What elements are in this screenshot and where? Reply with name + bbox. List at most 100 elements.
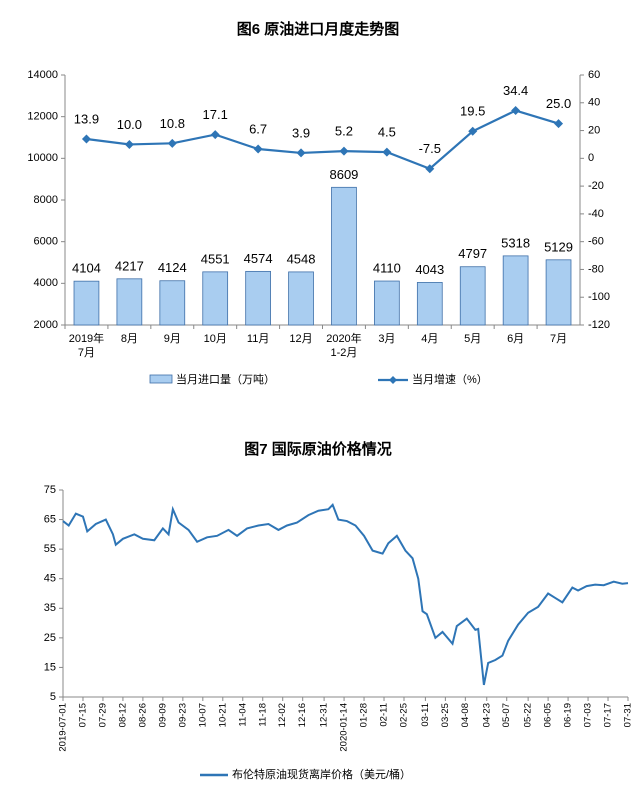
x-tick-label: 7月	[550, 333, 567, 345]
x-tick-label: 09-23	[177, 703, 188, 727]
line-value-label: 17.1	[203, 107, 228, 122]
y2-tick-label: -40	[588, 208, 604, 220]
y2-tick-label: -80	[588, 263, 604, 275]
line-marker	[167, 138, 177, 148]
chart-title: 图6 原油进口月度走势图	[237, 20, 400, 38]
x-tick-label: 12-31	[319, 703, 330, 727]
line-value-label: 10.8	[160, 116, 185, 131]
y2-tick-label: -60	[588, 236, 604, 248]
line-value-label: 13.9	[74, 111, 99, 126]
line-marker	[81, 134, 91, 144]
line-value-label: 10.0	[117, 117, 142, 132]
x-tick-label: 10-07	[197, 703, 208, 727]
line-value-label: 19.5	[460, 104, 485, 119]
line	[86, 109, 559, 171]
x-tick-label: 2020年	[326, 331, 361, 345]
x-tick-label: 1-2月	[331, 347, 358, 359]
x-tick-label: 04-08	[460, 703, 471, 727]
x-tick-label: 07-29	[97, 703, 108, 727]
bar	[545, 259, 572, 326]
line-marker	[425, 164, 435, 174]
x-tick-label: 4月	[421, 333, 438, 345]
x-tick-label: 05-22	[523, 703, 534, 727]
y-tick-label: 5	[50, 691, 56, 703]
x-tick-label: 6月	[507, 333, 524, 345]
line-value-label: 6.7	[249, 121, 267, 136]
x-tick-label: 8月	[121, 333, 138, 345]
x-tick-label: 12月	[289, 333, 312, 345]
line-marker	[382, 147, 392, 157]
x-tick-label: 11-04	[237, 703, 248, 727]
y-tick-label: 25	[44, 632, 56, 644]
chart-title: 图7 国际原油价格情况	[244, 440, 392, 458]
y-tick-label: 4000	[34, 277, 58, 289]
bar-value-label: 4124	[158, 260, 187, 275]
line-value-label: 34.4	[503, 83, 528, 98]
x-tick-label: 03-25	[440, 703, 451, 727]
bar-value-label: 4104	[72, 261, 101, 276]
bar	[459, 266, 486, 326]
y-tick-label: 8000	[34, 194, 58, 206]
line-marker	[468, 126, 478, 136]
x-tick-label: 10月	[204, 333, 227, 345]
y-tick-label: 6000	[34, 236, 58, 248]
x-tick-label: 2019-07-01	[58, 703, 69, 752]
line-marker	[124, 139, 134, 149]
x-tick-label: 03-11	[420, 703, 431, 727]
y-tick-label: 65	[44, 513, 56, 525]
x-tick-label: 12-02	[277, 703, 288, 727]
bar-value-label: 4043	[415, 262, 444, 277]
y2-tick-label: 20	[588, 124, 600, 136]
bar	[288, 271, 314, 326]
y2-tick-label: -120	[588, 319, 610, 331]
line-value-label: 4.5	[378, 125, 396, 140]
line-marker	[253, 144, 263, 154]
y2-tick-label: -20	[588, 180, 604, 192]
x-tick-label: 08-12	[117, 703, 128, 727]
bar-value-label: 5129	[544, 239, 573, 254]
legend-swatch	[149, 374, 173, 384]
bar	[416, 282, 443, 326]
legend-label: 布伦特原油现货离岸价格（美元/桶）	[232, 767, 411, 781]
line-marker	[554, 119, 564, 129]
legend-marker	[389, 376, 397, 384]
x-tick-label: 08-26	[137, 703, 148, 727]
bar-value-label: 4551	[201, 251, 230, 266]
x-tick-label: 07-15	[77, 703, 88, 727]
x-tick-label: 02-11	[379, 703, 390, 727]
line-value-label: 3.9	[292, 125, 310, 140]
y-tick-label: 14000	[27, 69, 58, 81]
x-tick-label: 7月	[78, 347, 95, 359]
bar	[502, 255, 529, 326]
x-tick-label: 12-16	[297, 703, 308, 727]
legend-label: 当月进口量（万吨）	[176, 372, 275, 386]
legend-label: 当月增速（%）	[412, 372, 488, 386]
line-marker	[296, 148, 306, 158]
y-tick-label: 12000	[27, 111, 58, 123]
bar	[331, 186, 357, 326]
bar-value-label: 5318	[501, 235, 530, 250]
bar	[202, 271, 229, 326]
x-tick-label: 07-17	[603, 703, 614, 727]
x-tick-label: 07-03	[583, 703, 594, 727]
bar	[73, 280, 100, 326]
line-value-label: 5.2	[335, 124, 353, 139]
x-tick-label: 10-21	[217, 703, 228, 727]
x-tick-label: 01-28	[359, 703, 370, 727]
x-tick-label: 2020-01-14	[339, 703, 350, 752]
y-tick-label: 15	[44, 661, 56, 673]
y-tick-label: 10000	[27, 152, 58, 164]
bar	[116, 278, 143, 326]
bar-value-label: 4548	[287, 251, 316, 266]
y2-tick-label: 0	[588, 152, 594, 164]
line	[62, 502, 629, 686]
bar-value-label: 4217	[115, 258, 144, 273]
x-tick-label: 11月	[247, 333, 269, 345]
y2-tick-label: 60	[588, 69, 600, 81]
bar-value-label: 8609	[329, 167, 358, 182]
y-tick-label: 55	[44, 543, 56, 555]
x-tick-label: 11-18	[257, 703, 268, 727]
bar	[374, 280, 400, 326]
line-value-label: 25.0	[546, 96, 571, 111]
